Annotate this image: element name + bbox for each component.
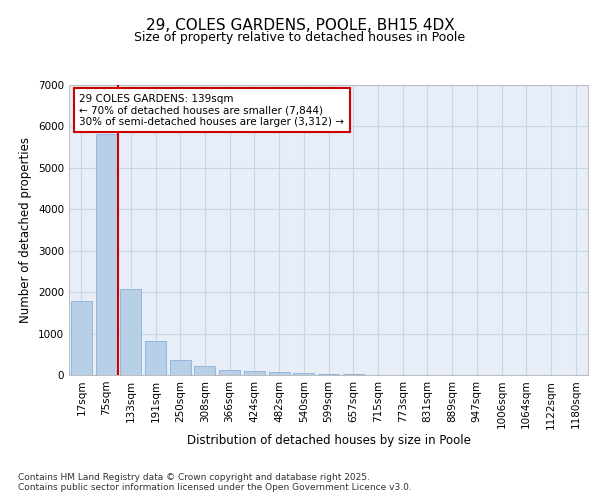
Y-axis label: Number of detached properties: Number of detached properties	[19, 137, 32, 323]
Bar	[269, 372, 290, 375]
Bar	[95, 134, 116, 375]
Bar	[219, 370, 240, 375]
Text: Contains HM Land Registry data © Crown copyright and database right 2025.
Contai: Contains HM Land Registry data © Crown c…	[18, 473, 412, 492]
Bar	[293, 373, 314, 375]
Bar	[170, 360, 191, 375]
Bar	[244, 371, 265, 375]
X-axis label: Distribution of detached houses by size in Poole: Distribution of detached houses by size …	[187, 434, 470, 447]
Bar	[71, 302, 92, 375]
Text: 29 COLES GARDENS: 139sqm
← 70% of detached houses are smaller (7,844)
30% of sem: 29 COLES GARDENS: 139sqm ← 70% of detach…	[79, 94, 344, 127]
Bar	[120, 289, 141, 375]
Bar	[318, 374, 339, 375]
Bar	[343, 374, 364, 375]
Text: Size of property relative to detached houses in Poole: Size of property relative to detached ho…	[134, 31, 466, 44]
Text: 29, COLES GARDENS, POOLE, BH15 4DX: 29, COLES GARDENS, POOLE, BH15 4DX	[146, 18, 454, 32]
Bar	[145, 341, 166, 375]
Bar	[194, 366, 215, 375]
